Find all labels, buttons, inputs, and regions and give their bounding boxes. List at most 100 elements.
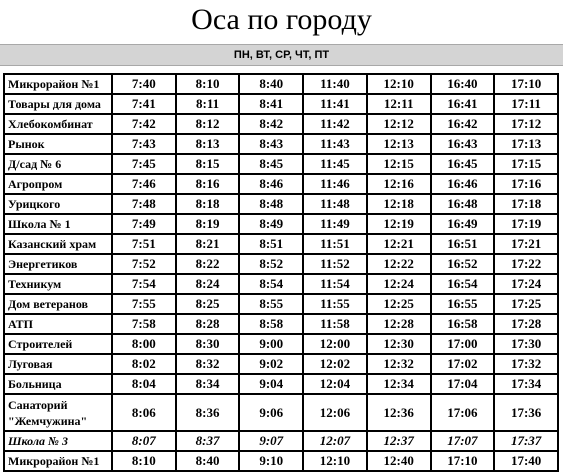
time-cell: 17:10	[430, 451, 495, 471]
time-cell: 8:54	[239, 274, 304, 294]
time-cell: 8:41	[239, 94, 304, 114]
time-cell: 11:48	[303, 194, 367, 214]
time-cell: 8:42	[239, 114, 304, 134]
time-cell: 17:30	[494, 334, 558, 354]
time-cell: 8:37	[175, 431, 240, 451]
stop-name-cell: Луговая	[4, 354, 112, 374]
time-cell: 8:18	[175, 194, 240, 214]
time-cell: 8:16	[175, 174, 240, 194]
time-cell: 17:04	[430, 374, 495, 394]
table-row: Рынок 7:43 8:13 8:43 11:43 12:13 16:43 17:13	[4, 134, 558, 154]
time-cell: 12:10	[366, 74, 431, 94]
stop-name-cell: Д/сад № 6	[4, 154, 112, 174]
time-cell: 17:15	[494, 154, 558, 174]
table-row: Агропром 7:46 8:16 8:46 11:46 12:16 16:46 17:16	[4, 174, 558, 194]
time-cell: 17:21	[494, 234, 558, 254]
time-cell: 16:42	[430, 114, 495, 134]
time-cell: 8:13	[175, 134, 240, 154]
time-cell: 12:11	[366, 94, 431, 114]
time-cell: 17:25	[494, 294, 558, 314]
time-cell: 17:37	[494, 431, 558, 451]
time-cell: 9:04	[239, 374, 304, 394]
time-cell: 8:25	[175, 294, 240, 314]
time-cell: 12:36	[366, 394, 431, 431]
time-cell: 9:06	[239, 394, 304, 431]
time-cell: 17:22	[494, 254, 558, 274]
table-row: Дом ветеранов 7:55 8:25 8:55 11:55 12:25 16:55…	[4, 294, 558, 314]
time-cell: 17:36	[494, 394, 558, 431]
table-row: Энергетиков 7:52 8:22 8:52 11:52 12:22 16:52 17…	[4, 254, 558, 274]
time-cell: 17:06	[430, 394, 495, 431]
time-cell: 8:36	[175, 394, 240, 431]
time-cell: 12:15	[366, 154, 431, 174]
stop-name-cell: Санаторий "Жемчужина"	[4, 394, 112, 431]
table-row: Казанский храм 7:51 8:21 8:51 11:51 12:21 16:5…	[4, 234, 558, 254]
time-cell: 8:24	[175, 274, 240, 294]
stop-name-cell: Строителей	[4, 334, 112, 354]
stop-name-cell: Школа № 3	[4, 431, 112, 451]
time-cell: 17:02	[430, 354, 495, 374]
stop-name-cell: АТП	[4, 314, 112, 334]
time-cell: 17:24	[494, 274, 558, 294]
table-row: АТП 7:58 8:28 8:58 11:58 12:28 16:58 17:28	[4, 314, 558, 334]
time-cell: 12:34	[366, 374, 431, 394]
time-cell: 7:58	[112, 314, 176, 334]
weekdays-header: ПН, ВТ, СР, ЧТ, ПТ	[0, 44, 563, 66]
time-cell: 8:40	[175, 451, 240, 471]
time-cell: 12:07	[303, 431, 367, 451]
page-title: Оса по городу	[191, 3, 372, 36]
stop-name-cell: Больница	[4, 374, 112, 394]
time-cell: 17:16	[494, 174, 558, 194]
time-cell: 8:21	[175, 234, 240, 254]
time-cell: 17:13	[494, 134, 558, 154]
time-cell: 12:12	[366, 114, 431, 134]
time-cell: 12:16	[366, 174, 431, 194]
time-cell: 16:46	[430, 174, 495, 194]
time-cell: 17:12	[494, 114, 558, 134]
time-cell: 8:28	[175, 314, 240, 334]
stop-name-cell: Казанский храм	[4, 234, 112, 254]
schedule-table: Микрорайон №1 7:40 8:10 8:40 11:40 12:10 16:40…	[3, 73, 559, 472]
stop-name-cell: Микрорайон №1	[4, 74, 112, 94]
time-cell: 7:46	[112, 174, 176, 194]
stop-name-cell: Микрорайон №1	[4, 451, 112, 471]
table-row: Техникум 7:54 8:24 8:54 11:54 12:24 16:54 17:24	[4, 274, 558, 294]
time-cell: 16:48	[430, 194, 495, 214]
time-cell: 17:32	[494, 354, 558, 374]
time-cell: 16:52	[430, 254, 495, 274]
time-cell: 12:40	[366, 451, 431, 471]
table-row: Санаторий "Жемчужина" 8:06 8:36 9:06 12:06 12…	[4, 394, 558, 431]
time-cell: 7:45	[112, 154, 176, 174]
time-cell: 7:48	[112, 194, 176, 214]
time-cell: 9:00	[239, 334, 304, 354]
time-cell: 17:34	[494, 374, 558, 394]
time-cell: 8:55	[239, 294, 304, 314]
time-cell: 7:51	[112, 234, 176, 254]
stop-name-cell: Энергетиков	[4, 254, 112, 274]
table-row: Урицкого 7:48 8:18 8:48 11:48 12:18 16:48 17:18	[4, 194, 558, 214]
time-cell: 8:19	[175, 214, 240, 234]
time-cell: 11:45	[303, 154, 367, 174]
stop-name-cell: Агропром	[4, 174, 112, 194]
time-cell: 12:21	[366, 234, 431, 254]
time-cell: 11:52	[303, 254, 367, 274]
time-cell: 8:58	[239, 314, 304, 334]
time-cell: 16:58	[430, 314, 495, 334]
time-cell: 16:55	[430, 294, 495, 314]
time-cell: 11:40	[303, 74, 367, 94]
time-cell: 11:41	[303, 94, 367, 114]
time-cell: 17:00	[430, 334, 495, 354]
time-cell: 8:06	[112, 394, 176, 431]
time-cell: 12:18	[366, 194, 431, 214]
time-cell: 12:24	[366, 274, 431, 294]
time-cell: 8:12	[175, 114, 240, 134]
table-row: Хлебокомбинат 7:42 8:12 8:42 11:42 12:12 16:42…	[4, 114, 558, 134]
time-cell: 11:46	[303, 174, 367, 194]
table-row: Луговая 8:02 8:32 9:02 12:02 12:32 17:02 17:32	[4, 354, 558, 374]
time-cell: 7:43	[112, 134, 176, 154]
time-cell: 12:00	[303, 334, 367, 354]
time-cell: 7:42	[112, 114, 176, 134]
time-cell: 17:10	[494, 74, 558, 94]
time-cell: 7:55	[112, 294, 176, 314]
time-cell: 8:45	[239, 154, 304, 174]
